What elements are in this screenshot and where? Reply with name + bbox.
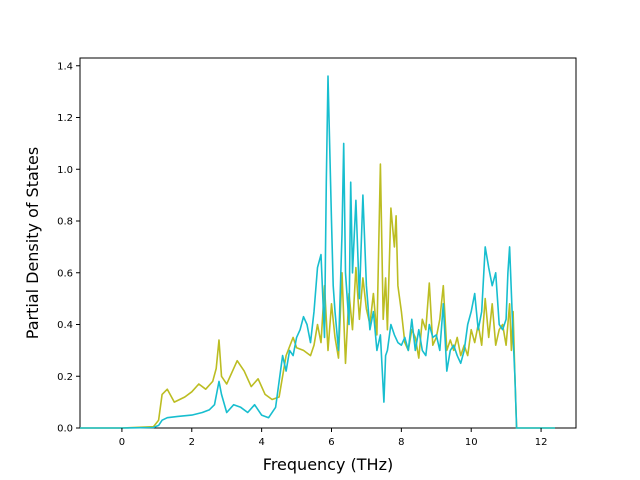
plot-frame — [79, 57, 577, 429]
series-line-1 — [80, 163, 555, 429]
x-tick-label: 10 — [465, 437, 478, 448]
plot-area — [79, 57, 577, 429]
series-line-2 — [80, 75, 555, 429]
x-tick-label: 0 — [119, 437, 125, 448]
x-tick-label: 8 — [398, 437, 404, 448]
y-tick-label: 0.8 — [57, 217, 73, 228]
y-tick-label: 0.6 — [57, 268, 73, 279]
x-axis-label: Frequency (THz) — [263, 455, 393, 474]
series-layer — [80, 75, 555, 429]
y-tick-label: 1.2 — [57, 113, 73, 124]
x-tick-label: 6 — [328, 437, 334, 448]
x-tick-label: 12 — [535, 437, 548, 448]
y-tick-label: 1.0 — [57, 165, 73, 176]
y-tick-label: 0.2 — [57, 372, 73, 383]
y-tick-label: 0.0 — [57, 424, 73, 435]
x-axis-ticks: 0 2 4 6 8 10 12 — [119, 428, 548, 448]
y-axis-ticks: 0.0 0.2 0.4 0.6 0.8 1.0 1.2 1.4 — [57, 61, 80, 435]
x-tick-label: 4 — [258, 437, 264, 448]
y-tick-label: 0.4 — [57, 320, 73, 331]
y-tick-label: 1.4 — [57, 61, 73, 72]
x-tick-label: 2 — [189, 437, 195, 448]
y-axis-label: Partial Density of States — [23, 147, 42, 339]
